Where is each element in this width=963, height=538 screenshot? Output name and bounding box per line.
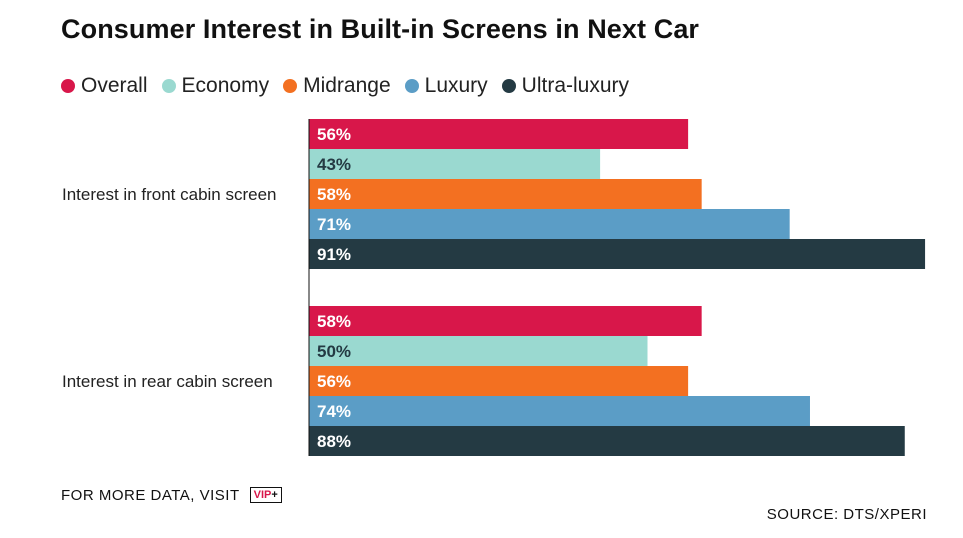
data-label: 56% (317, 125, 351, 144)
bar (309, 209, 790, 239)
data-label: 58% (317, 185, 351, 204)
legend: Overall Economy Midrange Luxury Ultra-lu… (61, 72, 629, 100)
footer-visit: FOR MORE DATA, VISIT VIP + (61, 485, 282, 505)
legend-item-luxury: Luxury (404, 74, 488, 98)
legend-swatch-ultra-luxury (501, 79, 516, 93)
legend-item-overall: Overall (61, 74, 148, 98)
bar (309, 396, 810, 426)
source-note: SOURCE: DTS/XPERI (766, 506, 927, 523)
bar (309, 179, 702, 209)
legend-swatch-luxury (404, 79, 419, 93)
bar (309, 239, 926, 269)
legend-label-overall: Overall (81, 74, 148, 97)
category-label: Interest in rear cabin screen (62, 372, 273, 391)
legend-label-economy: Economy (181, 74, 270, 97)
data-label: 43% (317, 155, 351, 174)
bar (309, 306, 702, 336)
legend-swatch-overall (61, 79, 75, 93)
category-label: Interest in front cabin screen (62, 185, 277, 204)
vip-logo-text: VIP (253, 489, 272, 501)
legend-label-midrange: Midrange (303, 74, 391, 97)
bar (309, 119, 689, 149)
data-label: 50% (317, 342, 351, 361)
vip-logo-plus: + (271, 489, 278, 501)
visit-text: FOR MORE DATA, VISIT (61, 486, 240, 504)
legend-item-ultra-luxury: Ultra-luxury (501, 74, 630, 98)
legend-swatch-economy (161, 79, 176, 93)
data-label: 91% (317, 245, 351, 264)
data-label: 74% (317, 402, 351, 421)
legend-item-midrange: Midrange (283, 74, 391, 98)
legend-swatch-midrange (283, 79, 298, 93)
legend-label-ultra-luxury: Ultra-luxury (521, 74, 630, 97)
chart-title: Consumer Interest in Built-in Screens in… (61, 14, 700, 44)
legend-item-economy: Economy (161, 74, 270, 98)
legend-label-luxury: Luxury (424, 74, 488, 97)
data-label: 58% (317, 312, 351, 331)
data-label: 88% (317, 432, 351, 451)
bar (309, 149, 601, 179)
bar (309, 336, 648, 366)
bar (309, 426, 905, 456)
vip-plus-logo[interactable]: VIP + (249, 487, 282, 503)
bar (309, 366, 689, 396)
data-label: 71% (317, 215, 351, 234)
data-label: 56% (317, 372, 351, 391)
